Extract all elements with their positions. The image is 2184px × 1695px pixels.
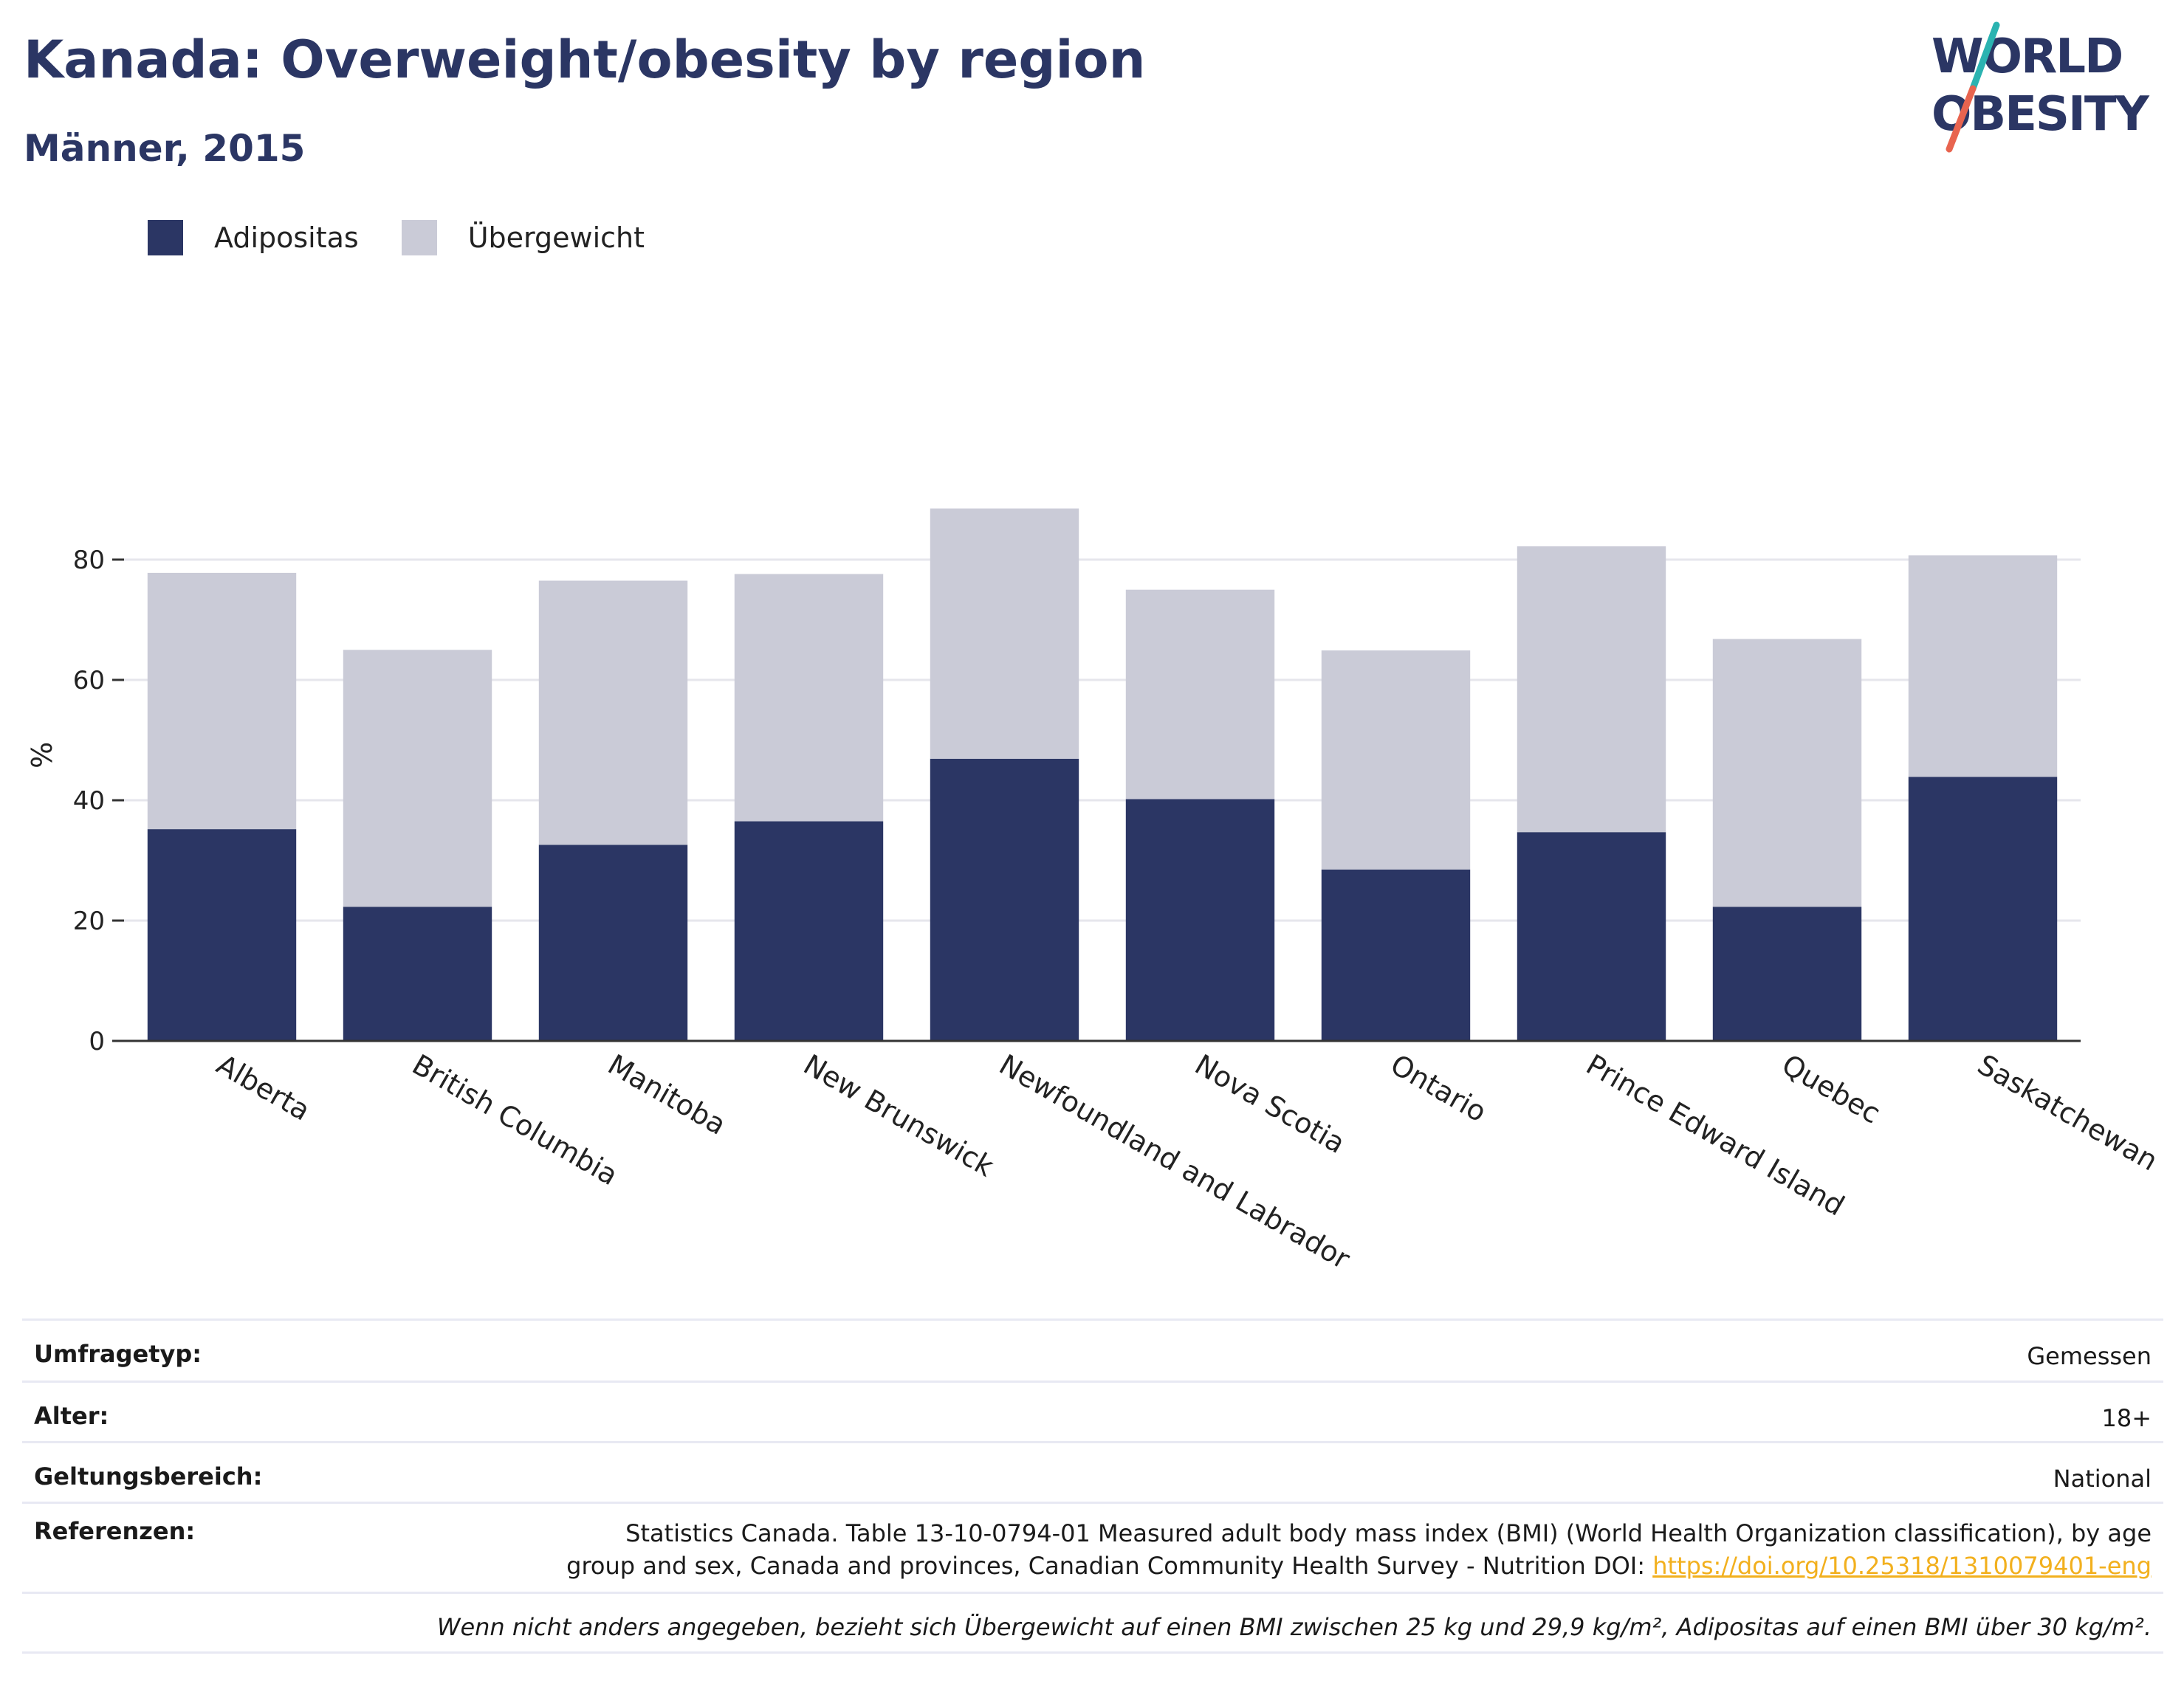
bar-adipositas-0 bbox=[147, 829, 297, 1041]
legend-item-adipositas: Adipositas bbox=[148, 220, 359, 255]
bar-uebergewicht-1 bbox=[343, 650, 492, 907]
references-text-line-1: Statistics Canada. Table 13-10-0794-01 M… bbox=[625, 1519, 2152, 1547]
info-row-footnote: Wenn nicht anders angegeben, bezieht sic… bbox=[22, 1592, 2163, 1654]
logo-line-1: WORLD bbox=[1931, 30, 2122, 84]
chart-legend: Adipositas Übergewicht bbox=[148, 220, 687, 255]
doi-link[interactable]: https://doi.org/10.25318/1310079401-eng bbox=[1652, 1552, 2152, 1580]
y-tick-label-80: 80 bbox=[73, 546, 105, 575]
info-row-references: Referenzen: Statistics Canada. Table 13-… bbox=[22, 1502, 2163, 1592]
y-axis-label: % bbox=[26, 742, 58, 769]
y-tick-label-0: 0 bbox=[89, 1027, 105, 1056]
bar-adipositas-3 bbox=[734, 821, 884, 1041]
bar-adipositas-8 bbox=[1712, 907, 1862, 1041]
references-text-line-2: group and sex, Canada and provinces, Can… bbox=[566, 1552, 1653, 1580]
bar-uebergewicht-8 bbox=[1712, 639, 1862, 907]
scope-label: Geltungsbereich: bbox=[34, 1462, 263, 1491]
bar-adipositas-1 bbox=[343, 907, 492, 1041]
bar-uebergewicht-7 bbox=[1517, 546, 1666, 833]
x-tick-label-6: Ontario bbox=[1385, 1048, 1492, 1129]
x-tick-label-5: Nova Scotia bbox=[1189, 1048, 1350, 1160]
legend-label-adipositas: Adipositas bbox=[214, 221, 359, 254]
scope-value: National bbox=[2053, 1465, 2152, 1493]
bar-adipositas-7 bbox=[1517, 832, 1666, 1041]
logo-slash-top bbox=[1969, 21, 2000, 92]
age-label: Alter: bbox=[34, 1402, 109, 1430]
bar-uebergewicht-0 bbox=[147, 572, 297, 830]
survey-type-value: Gemessen bbox=[2027, 1342, 2152, 1370]
info-table: Umfragetyp: Gemessen Alter: 18+ Geltungs… bbox=[22, 1318, 2163, 1654]
legend-label-uebergewicht: Übergewicht bbox=[467, 221, 645, 254]
chart-title: Kanada: Overweight/obesity by region bbox=[24, 30, 1146, 90]
chart-subtitle: Männer, 2015 bbox=[24, 127, 306, 170]
references-text-line-2-wrap: group and sex, Canada and provinces, Can… bbox=[566, 1550, 2152, 1582]
x-tick-label-3: New Brunswick bbox=[798, 1048, 999, 1183]
references-label: Referenzen: bbox=[34, 1517, 196, 1545]
bar-adipositas-9 bbox=[1908, 777, 2058, 1041]
survey-type-label: Umfragetyp: bbox=[34, 1340, 202, 1368]
bar-uebergewicht-3 bbox=[734, 574, 884, 822]
legend-swatch-uebergewicht bbox=[401, 220, 437, 255]
logo-slash-bottom bbox=[1946, 85, 1977, 153]
bar-uebergewicht-5 bbox=[1125, 589, 1275, 800]
x-tick-label-4: Newfoundland and Labrador bbox=[994, 1048, 1356, 1276]
y-tick-label-40: 40 bbox=[73, 786, 105, 816]
x-tick-label-0: Alberta bbox=[211, 1048, 315, 1127]
age-value: 18+ bbox=[2101, 1404, 2152, 1432]
info-row-survey-type: Umfragetyp: Gemessen bbox=[22, 1318, 2163, 1381]
bar-uebergewicht-4 bbox=[930, 508, 1079, 759]
bar-adipositas-6 bbox=[1321, 869, 1471, 1041]
info-row-age: Alter: 18+ bbox=[22, 1381, 2163, 1441]
legend-item-uebergewicht: Übergewicht bbox=[401, 220, 645, 255]
y-tick-label-60: 60 bbox=[73, 666, 105, 695]
x-tick-label-2: Manitoba bbox=[602, 1048, 732, 1141]
bar-uebergewicht-9 bbox=[1908, 555, 2058, 777]
bar-uebergewicht-2 bbox=[538, 580, 688, 845]
info-row-scope: Geltungsbereich: National bbox=[22, 1441, 2163, 1502]
x-tick-label-9: Saskatchewan bbox=[1972, 1048, 2163, 1177]
bar-adipositas-4 bbox=[930, 758, 1079, 1041]
legend-swatch-adipositas bbox=[148, 220, 183, 255]
x-tick-label-8: Quebec bbox=[1776, 1048, 1886, 1130]
bar-adipositas-2 bbox=[538, 845, 688, 1041]
stacked-bar-chart: 0 20 40 60 80% Alberta British ColumbiaManitob… bbox=[26, 508, 2163, 1276]
bar-uebergewicht-6 bbox=[1321, 650, 1471, 870]
bar-adipositas-5 bbox=[1125, 799, 1275, 1041]
footnote-text: Wenn nicht anders angegeben, bezieht sic… bbox=[436, 1613, 2152, 1641]
world-obesity-logo: WORLD OBESITY bbox=[1931, 21, 2151, 153]
x-tick-label-1: British Columbia bbox=[407, 1048, 623, 1192]
references-value: Statistics Canada. Table 13-10-0794-01 M… bbox=[566, 1517, 2152, 1582]
y-tick-label-20: 20 bbox=[73, 907, 105, 936]
